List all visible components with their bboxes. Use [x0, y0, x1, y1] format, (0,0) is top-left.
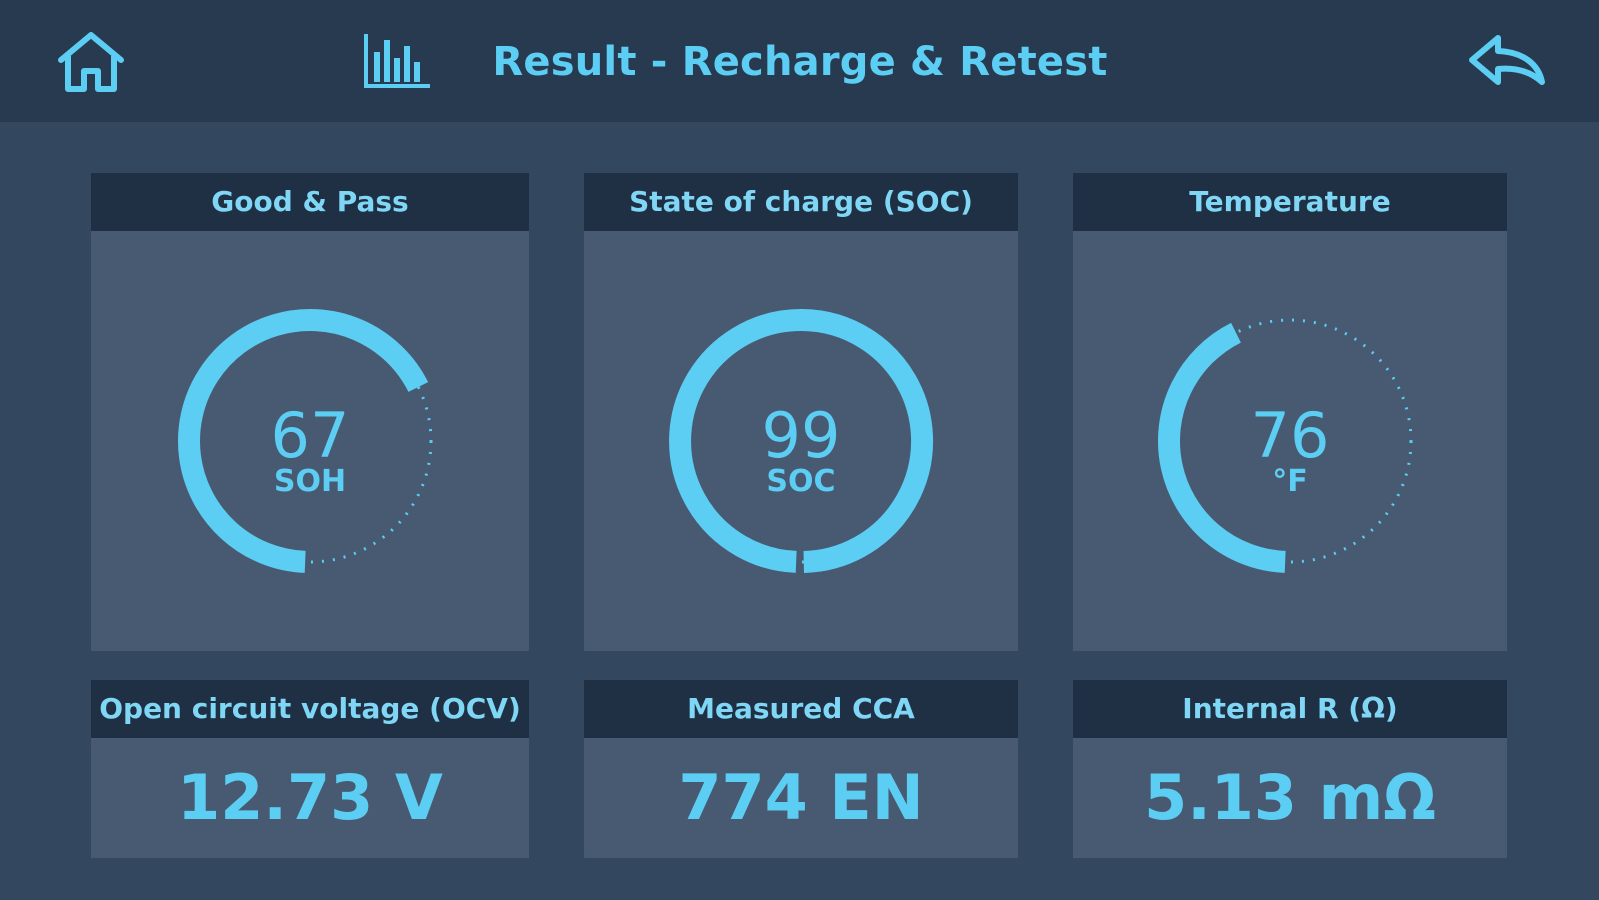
- temperature-gauge-track: [1167, 318, 1413, 564]
- soh-gauge-track: [187, 318, 433, 564]
- temperature-value: 76: [1250, 399, 1330, 472]
- soh-value: 67: [270, 399, 350, 472]
- ocv-value: 12.73 V: [177, 761, 443, 834]
- temperature-gauge-panel: 76 °F: [1073, 231, 1507, 651]
- soc-gauge-arc: [669, 309, 934, 573]
- temperature-unit: °F: [1272, 464, 1308, 499]
- home-icon[interactable]: [54, 28, 128, 96]
- top-bar: Result - Recharge & Retest: [0, 0, 1599, 122]
- bar-chart-icon[interactable]: [362, 30, 432, 92]
- cca-panel: 774 EN: [584, 738, 1018, 858]
- soh-panel-title: Good & Pass: [91, 173, 529, 231]
- page-title: Result - Recharge & Retest: [492, 39, 1108, 85]
- temperature-gauge: [1158, 318, 1413, 573]
- soc-panel-title: State of charge (SOC): [584, 173, 1018, 231]
- soc-unit: SOC: [766, 464, 836, 499]
- soh-gauge-arc: [178, 309, 429, 573]
- internal-resistance-panel: 5.13 mΩ: [1073, 738, 1507, 858]
- soc-gauge-panel: 99 SOC: [584, 231, 1018, 651]
- soh-unit: SOH: [273, 464, 347, 499]
- temperature-gauge-arc: [1158, 322, 1286, 573]
- ocv-panel-title: Open circuit voltage (OCV): [91, 680, 529, 738]
- soh-gauge: [178, 309, 433, 573]
- internal-resistance-value: 5.13 mΩ: [1144, 761, 1436, 834]
- cca-panel-title: Measured CCA: [584, 680, 1018, 738]
- soc-gauge: [669, 309, 934, 573]
- cca-value: 774 EN: [678, 761, 924, 834]
- back-arrow-icon[interactable]: [1466, 30, 1548, 92]
- internal-resistance-panel-title: Internal R (Ω): [1073, 680, 1507, 738]
- soc-value: 99: [761, 399, 841, 472]
- temperature-panel-title: Temperature: [1073, 173, 1507, 231]
- soh-gauge-panel: 67 SOH: [91, 231, 529, 651]
- ocv-panel: 12.73 V: [91, 738, 529, 858]
